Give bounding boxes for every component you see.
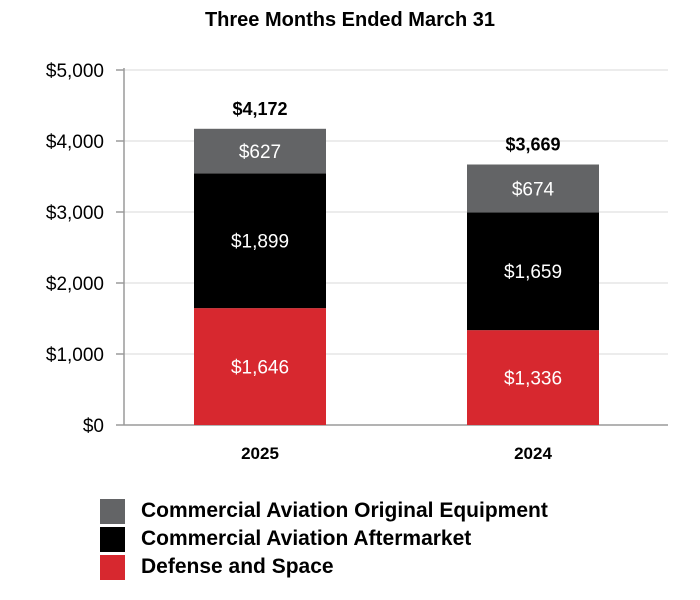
x-tick-label-2025: 2025 (241, 444, 279, 463)
data-label-commercial-aviation-original-equipment-2025: $627 (239, 142, 281, 163)
bar-commercial-aviation-aftermarket-2025 (194, 173, 326, 309)
legend-item-oe: Commercial Aviation Original Equipment (100, 497, 548, 525)
y-tick-label-3000: $3,000 (46, 203, 104, 224)
y-tick-label-5000: $5,000 (46, 61, 104, 82)
total-label-2025: $4,172 (232, 99, 287, 119)
legend: Commercial Aviation Original Equipment C… (100, 497, 548, 581)
data-label-commercial-aviation-aftermarket-2025: $1,899 (231, 232, 289, 253)
y-tick-label-1000: $1,000 (46, 345, 104, 366)
bar-defense-and-space-2025 (194, 308, 326, 425)
data-label-defense-and-space-2025: $1,646 (231, 358, 289, 379)
bar-commercial-aviation-original-equipment-2024 (467, 164, 599, 213)
bar-commercial-aviation-aftermarket-2024 (467, 212, 599, 331)
x-tick-label-2024: 2024 (514, 444, 552, 463)
legend-item-defense: Defense and Space (100, 553, 548, 581)
legend-label-oe: Commercial Aviation Original Equipment (141, 499, 548, 522)
bar-commercial-aviation-original-equipment-2025 (194, 128, 326, 174)
data-label-commercial-aviation-aftermarket-2024: $1,659 (504, 262, 562, 283)
legend-label-defense: Defense and Space (141, 555, 334, 578)
y-tick-label-2000: $2,000 (46, 274, 104, 295)
y-tick-label-4000: $4,000 (46, 132, 104, 153)
legend-item-aftermarket: Commercial Aviation Aftermarket (100, 525, 548, 553)
legend-label-aftermarket: Commercial Aviation Aftermarket (141, 527, 472, 550)
y-tick-label-0: $0 (83, 416, 104, 437)
bars (194, 128, 599, 425)
legend-swatch-oe (100, 498, 125, 524)
labels: $1,646 $1,899 $627 $4,172 $1,336 $1,659 $674 $3… (231, 99, 562, 390)
bar-defense-and-space-2024 (467, 330, 599, 425)
chart-title: Three Months Ended March 31 (205, 9, 495, 31)
legend-swatch-defense (100, 554, 125, 580)
data-label-commercial-aviation-original-equipment-2024: $674 (512, 179, 555, 200)
data-label-defense-and-space-2024: $1,336 (504, 369, 562, 390)
total-label-2024: $3,669 (505, 135, 560, 155)
legend-swatch-aftermarket (100, 526, 125, 552)
